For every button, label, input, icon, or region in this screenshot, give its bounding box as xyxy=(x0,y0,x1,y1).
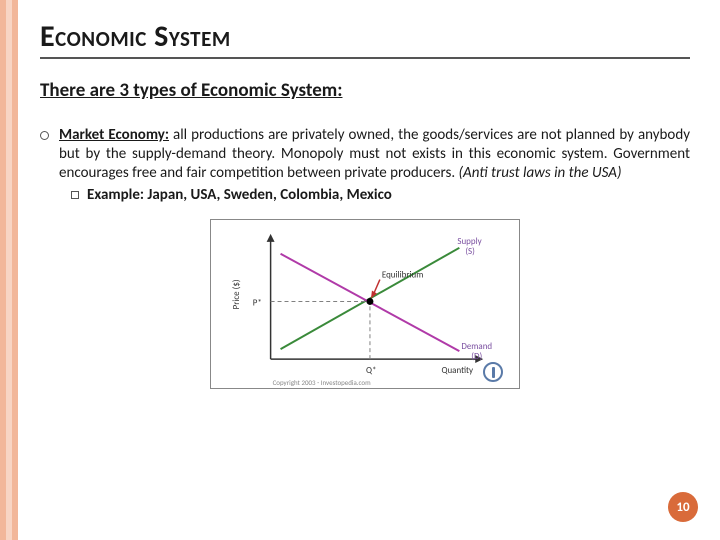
svg-text:Equilibrium: Equilibrium xyxy=(382,270,423,281)
circle-bullet-icon xyxy=(40,131,49,140)
bullet-italic: (Anti trust laws in the USA) xyxy=(459,164,622,182)
left-accent-bars xyxy=(0,0,18,540)
svg-text:Quantity: Quantity xyxy=(441,365,473,376)
chart-container: EquilibriumSupply(S)Demand(D)P*Q*Price (… xyxy=(40,219,690,389)
page-title: Economic System xyxy=(40,18,690,59)
subtitle: There are 3 types of Economic System: xyxy=(40,79,690,102)
example-label: Example: xyxy=(87,186,144,204)
investopedia-icon xyxy=(483,362,503,382)
page-number-badge: 10 xyxy=(668,492,698,522)
svg-text:Price ($): Price ($) xyxy=(231,279,242,309)
square-bullet-icon xyxy=(71,191,79,199)
bullet-item: Market Economy: all productions are priv… xyxy=(40,126,690,205)
svg-text:Q*: Q* xyxy=(366,365,376,376)
bullet-text: Market Economy: all productions are priv… xyxy=(59,126,690,205)
supply-demand-chart: EquilibriumSupply(S)Demand(D)P*Q*Price (… xyxy=(210,219,520,389)
example-text: Japan, USA, Sweden, Colombia, Mexico xyxy=(144,186,392,204)
svg-text:(S): (S) xyxy=(465,246,475,257)
bullet-lead: Market Economy: xyxy=(59,126,169,144)
example-item: Example: Japan, USA, Sweden, Colombia, M… xyxy=(71,186,690,205)
slide-content: Economic System There are 3 types of Eco… xyxy=(40,18,690,389)
svg-text:Copyright 2003 - Investopedia.: Copyright 2003 - Investopedia.com xyxy=(273,378,371,387)
svg-text:(D): (D) xyxy=(471,351,482,362)
svg-text:P*: P* xyxy=(253,297,262,308)
